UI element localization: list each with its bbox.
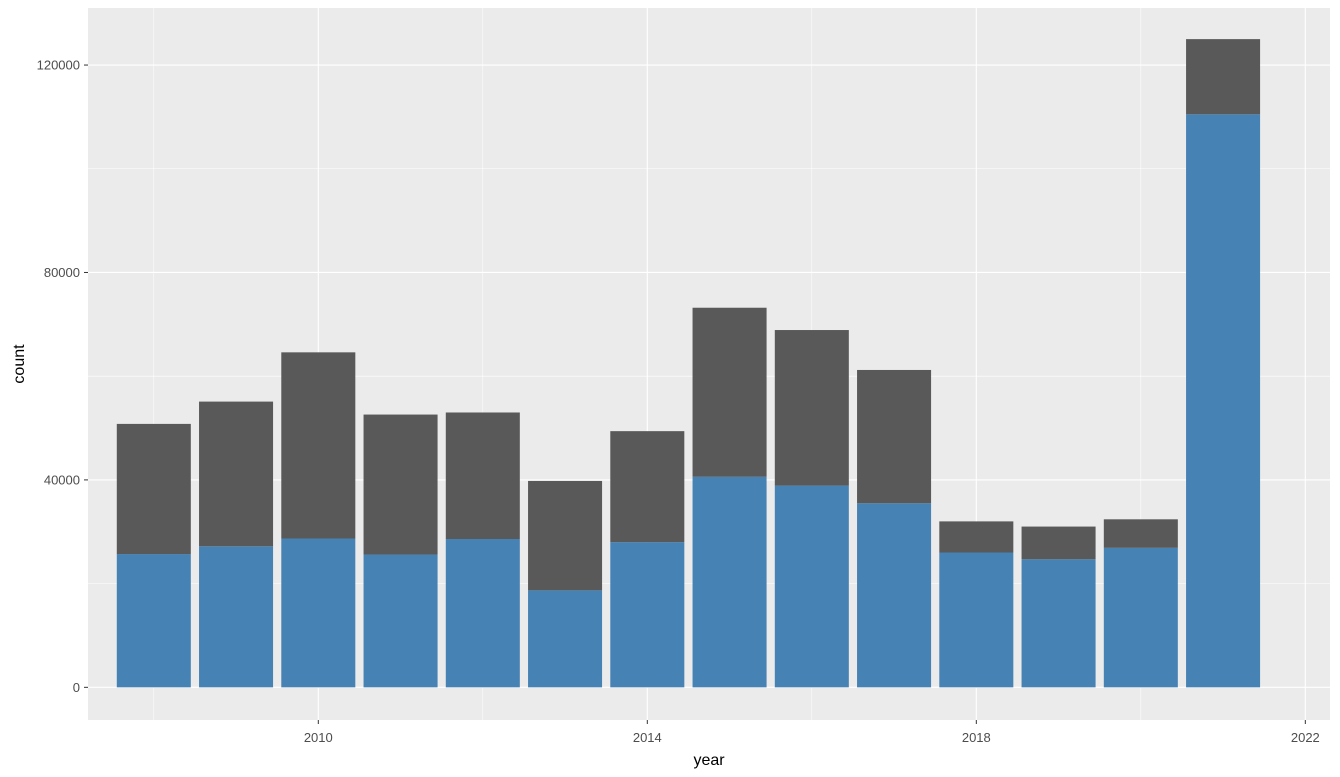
bar-2015-segment-2 [692,307,767,477]
x-tick-label: 2010 [304,730,333,745]
bar-2012-segment-1 [445,539,520,688]
bar-2020-segment-2 [1103,519,1178,548]
x-axis: 2010 2014 2018 2022 [304,720,1320,745]
y-tick-label: 0 [73,680,80,695]
bars [116,39,1261,688]
y-tick-label: 120000 [37,58,80,73]
bar-2016-segment-1 [774,485,849,688]
y-axis: 0 40000 80000 120000 [37,58,88,695]
bar-2017-segment-1 [857,503,932,688]
bar-2008-segment-2 [116,423,191,555]
bar-2014-segment-2 [610,431,685,543]
bar-2015-segment-1 [692,476,767,688]
bar-2011-segment-2 [363,414,438,555]
bar-2008-segment-1 [116,554,191,688]
x-axis-title: year [693,752,725,769]
bar-2013-segment-2 [528,480,603,591]
bar-2018-segment-2 [939,521,1014,553]
bar-2021-segment-2 [1186,39,1261,115]
y-tick-label: 80000 [44,265,80,280]
bar-2014-segment-1 [610,542,685,688]
bar-2019-segment-2 [1021,526,1096,560]
bar-2020-segment-1 [1103,547,1178,688]
bar-2019-segment-1 [1021,559,1096,688]
bar-2010-segment-1 [281,538,356,688]
y-tick-label: 40000 [44,472,80,487]
bar-2021-segment-1 [1186,114,1261,688]
bar-2016-segment-2 [774,330,849,486]
x-tick-label: 2018 [962,730,991,745]
bar-2011-segment-1 [363,554,438,688]
x-tick-label: 2014 [633,730,662,745]
bar-2009-segment-2 [199,401,274,547]
x-tick-label: 2022 [1291,730,1320,745]
bar-2012-segment-2 [445,412,520,540]
bar-2010-segment-2 [281,352,356,539]
bar-2009-segment-1 [199,546,274,688]
bar-2013-segment-1 [528,590,603,688]
y-axis-title: count [11,344,28,384]
bar-2017-segment-2 [857,369,932,504]
bar-2018-segment-1 [939,552,1014,688]
